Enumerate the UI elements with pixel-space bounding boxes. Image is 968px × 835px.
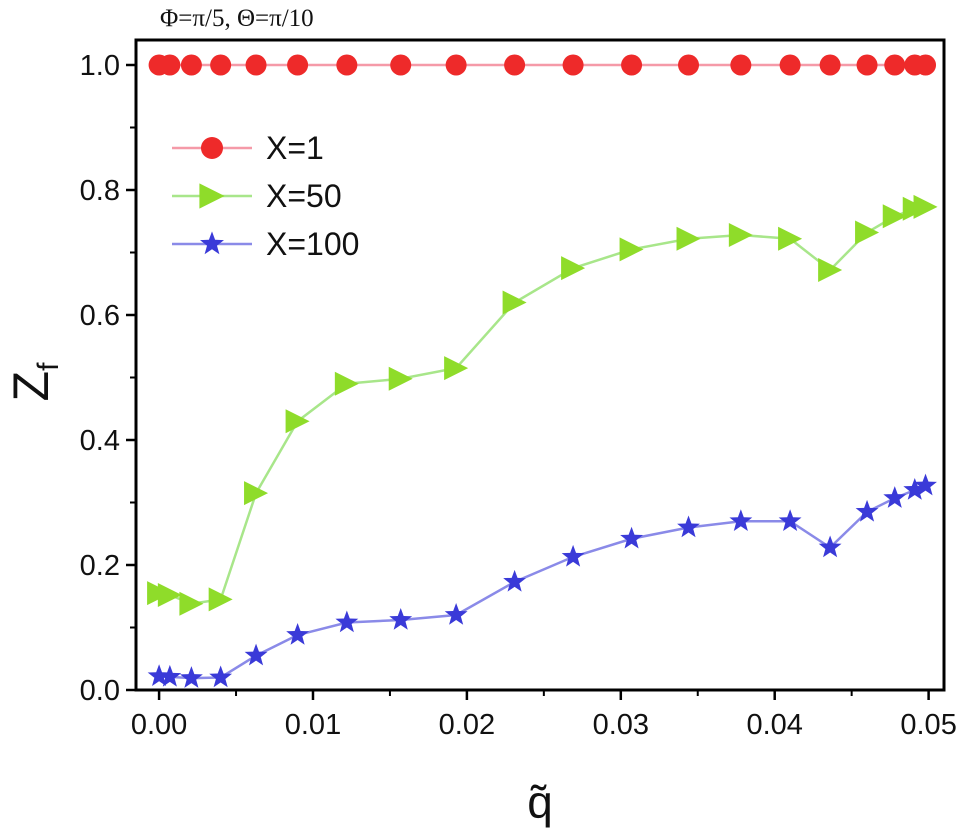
legend-item: X=100: [172, 226, 359, 262]
data-point: [335, 610, 359, 633]
data-point: [882, 204, 907, 229]
legend-label: X=1: [266, 130, 324, 166]
y-tick-label: 0.4: [80, 425, 120, 457]
data-point: [884, 54, 906, 76]
data-point: [779, 54, 801, 76]
data-point: [503, 569, 527, 592]
y-tick-label: 0.0: [80, 675, 120, 707]
data-point: [334, 371, 359, 396]
x-tick-label: 0.00: [131, 709, 187, 741]
data-point: [210, 54, 232, 76]
series-1: [147, 194, 938, 616]
data-point: [621, 54, 643, 76]
data-point: [208, 587, 233, 612]
data-point: [285, 409, 310, 434]
legend: X=1 X=50 X=100: [172, 130, 359, 262]
data-point: [444, 356, 469, 381]
chart-title: Φ=π/5, Θ=π/10: [160, 5, 314, 32]
data-point: [728, 223, 753, 247]
data-point: [504, 54, 526, 76]
legend-item: X=1: [172, 130, 324, 166]
data-point: [159, 54, 181, 76]
data-point: [562, 54, 584, 76]
data-point: [157, 583, 182, 607]
data-point: [855, 499, 879, 522]
data-point: [389, 608, 413, 630]
data-point: [179, 591, 204, 616]
data-point: [502, 290, 527, 315]
data-point: [245, 54, 267, 76]
x-axis-title: q̃: [527, 776, 553, 828]
data-point: [819, 54, 841, 76]
x-tick-label: 0.01: [285, 709, 341, 741]
data-point: [778, 226, 803, 251]
data-point: [856, 54, 878, 76]
legend-label: X=100: [266, 226, 359, 262]
data-point: [619, 237, 644, 262]
data-point: [287, 54, 309, 76]
data-point: [913, 194, 938, 219]
data-point: [244, 481, 269, 506]
series-2: [147, 473, 937, 688]
legend-marker: [199, 183, 225, 209]
data-point: [179, 666, 203, 688]
data-point: [677, 515, 700, 538]
data-point: [445, 54, 467, 76]
data-point: [729, 509, 753, 531]
legend-label: X=50: [266, 178, 342, 214]
data-point: [818, 258, 843, 282]
x-tick-label: 0.04: [746, 709, 802, 741]
legend-item: X=50: [172, 178, 342, 214]
y-tick-label: 0.6: [80, 300, 120, 332]
y-axis-title: Zf: [3, 362, 65, 402]
data-point: [147, 664, 171, 686]
data-point: [915, 54, 937, 76]
series-0: [148, 54, 937, 76]
x-tick-label: 0.02: [439, 709, 495, 741]
data-point: [286, 623, 310, 645]
data-point: [158, 664, 182, 687]
legend-marker: [200, 136, 224, 160]
data-point: [388, 366, 413, 391]
data-point: [855, 220, 880, 245]
data-point: [336, 54, 358, 76]
data-point: [678, 54, 700, 76]
series-line: [158, 205, 926, 606]
series-line: [159, 484, 927, 680]
data-point: [778, 509, 802, 531]
data-point: [209, 665, 233, 688]
y-axis-title-subscript: f: [32, 362, 65, 371]
y-tick-label: 0.2: [80, 550, 120, 582]
data-point: [444, 603, 468, 625]
data-point: [730, 54, 752, 76]
data-point: [244, 643, 268, 666]
y-tick-label: 0.8: [80, 175, 120, 207]
data-point: [676, 226, 701, 251]
x-tick-label: 0.03: [593, 709, 649, 741]
data-point: [620, 526, 643, 549]
data-point: [561, 544, 585, 567]
legend-marker: [200, 231, 224, 255]
data-point: [390, 54, 412, 76]
data-point: [818, 535, 842, 558]
data-point: [883, 486, 907, 508]
x-tick-label: 0.05: [900, 709, 956, 741]
data-point: [180, 54, 202, 76]
data-point: [903, 478, 927, 500]
plot-area-frame: [134, 38, 946, 692]
data-point: [914, 473, 937, 496]
data-point: [561, 256, 586, 281]
y-tick-label: 1.0: [80, 50, 120, 82]
